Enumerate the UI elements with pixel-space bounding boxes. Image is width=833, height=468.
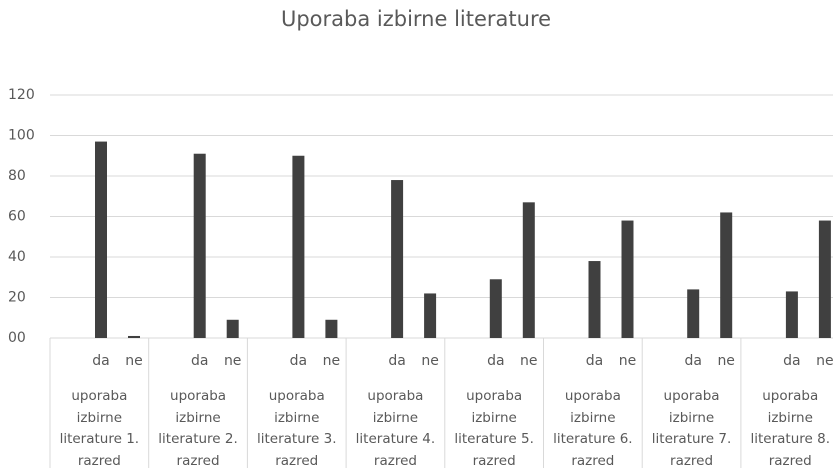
x-sub-label: ne [421, 353, 439, 369]
group-label: uporaba izbirne literature 2. razred [158, 388, 238, 468]
group-label: uporaba izbirne literature 3. razred [256, 388, 337, 468]
bar [226, 319, 239, 338]
y-tick-label: 60 [8, 209, 26, 225]
bar [424, 293, 437, 338]
y-tick-label: 80 [8, 168, 26, 184]
x-sub-label: ne [619, 353, 637, 369]
bar [193, 153, 206, 338]
x-sub-label: ne [520, 353, 538, 369]
x-sub-label: ne [125, 353, 143, 369]
bar [391, 180, 404, 338]
x-sub-label: da [191, 353, 208, 369]
group-label: uporaba izbirne literature 5. razred [454, 388, 534, 468]
group-label: uporaba izbirne literature 7. razred [651, 388, 732, 468]
y-tick-label: 20 [8, 290, 26, 306]
bar [588, 261, 601, 338]
y-tick-label: 120 [8, 87, 35, 103]
x-sub-label: ne [224, 353, 242, 369]
bar [325, 319, 338, 338]
x-sub-label: da [388, 353, 405, 369]
group-label: uporaba izbirne literature 1. razred [59, 388, 140, 468]
bar [489, 279, 502, 338]
bar [621, 220, 634, 338]
x-sub-label: da [783, 353, 800, 369]
group-label: uporaba izbirne literature 8. razred [750, 388, 830, 468]
bar [720, 212, 733, 338]
x-sub-label: da [487, 353, 504, 369]
x-sub-label: da [586, 353, 603, 369]
x-sub-label: da [684, 353, 701, 369]
bar [292, 155, 305, 338]
bar [522, 202, 535, 338]
chart-title: Uporaba izbirne literature [281, 7, 551, 31]
y-tick-label: 100 [8, 128, 35, 144]
group-label: uporaba izbirne literature 6. razred [553, 388, 633, 468]
bar [128, 335, 140, 338]
y-tick-label: 00 [8, 330, 26, 346]
x-sub-label: da [92, 353, 109, 369]
x-sub-label: ne [323, 353, 341, 369]
x-sub-label: ne [816, 353, 833, 369]
bar [785, 291, 798, 338]
x-sub-label: ne [717, 353, 735, 369]
group-label: uporaba izbirne literature 4. razred [355, 388, 436, 468]
bar [818, 220, 831, 338]
bar [687, 289, 700, 338]
x-sub-label: da [290, 353, 307, 369]
y-tick-label: 40 [8, 249, 26, 265]
bar [95, 141, 107, 338]
